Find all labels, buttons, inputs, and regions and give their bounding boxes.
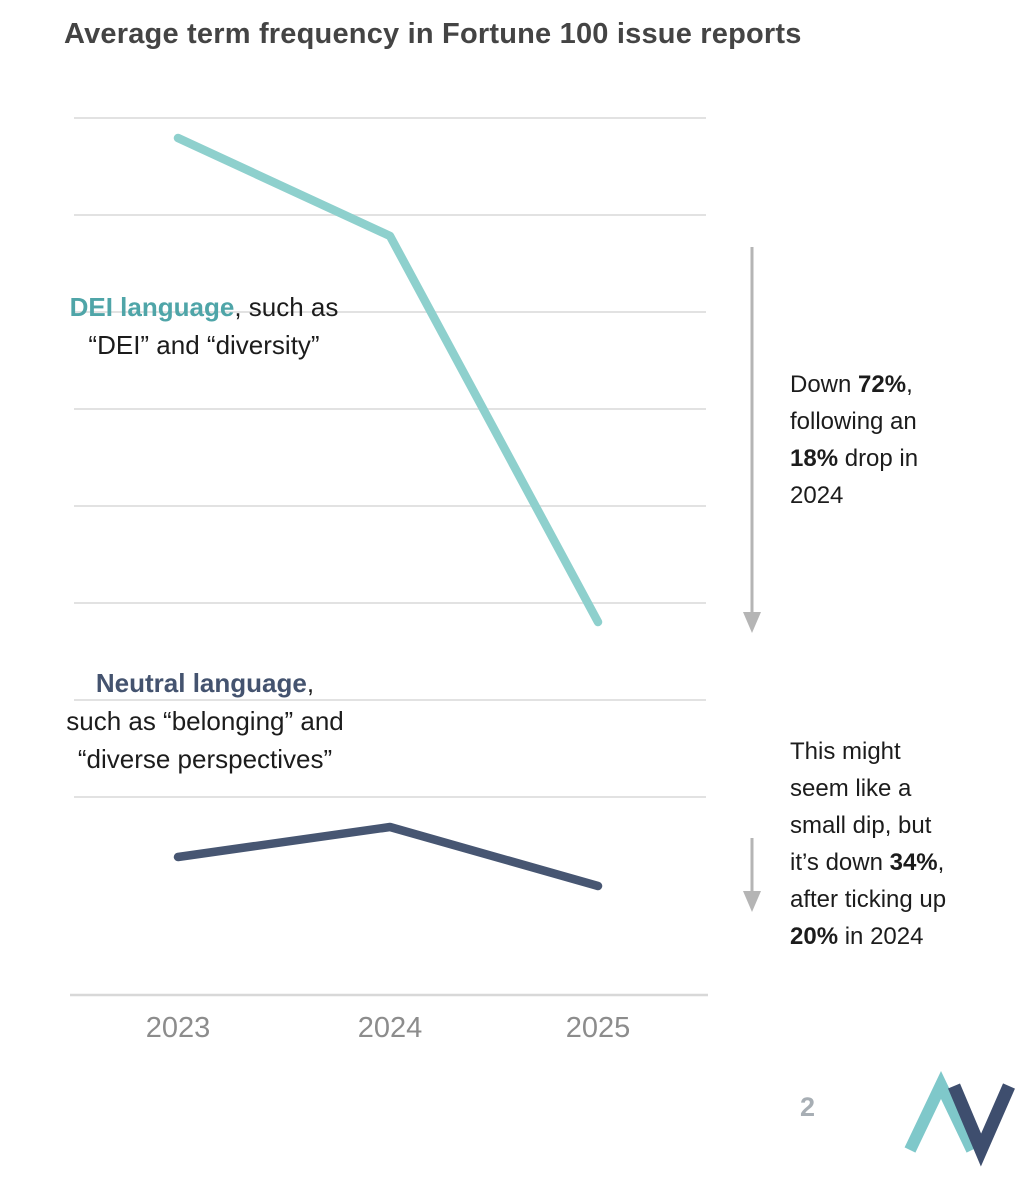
text-segment: 34% — [889, 849, 938, 876]
dei-annotation: Down 72%, following an 18% drop in 2024 — [790, 366, 980, 514]
text-segment: , such as “belonging” and “diverse persp… — [66, 668, 344, 774]
page-number: 2 — [800, 1092, 816, 1122]
neutral-dip-arrow-head — [743, 891, 761, 912]
text-segment: , following an — [790, 371, 917, 435]
text-segment: 18% — [790, 445, 839, 472]
x-tick-2024: 2024 — [357, 1012, 423, 1044]
dei-drop-arrow-icon — [743, 247, 761, 633]
neutral-dip-arrow-icon — [743, 838, 761, 912]
series-line-dei — [173, 133, 603, 627]
text-segment: DEI language — [69, 292, 235, 322]
x-tick-2025: 2025 — [565, 1012, 631, 1044]
neutral-annotation: This might seem like a small dip, but it… — [790, 733, 990, 955]
text-segment: Neutral language — [95, 668, 307, 698]
page-title: Average term frequency in Fortune 100 is… — [64, 18, 802, 50]
logo-navy-v-shape — [948, 1083, 1015, 1167]
logo-teal-a-shape — [904, 1071, 978, 1153]
text-segment: 20% — [790, 923, 839, 950]
x-tick-2023: 2023 — [145, 1012, 211, 1044]
text-segment: Down — [790, 371, 859, 398]
text-segment: , such as “DEI” and “diversity” — [88, 292, 339, 360]
series-line-neutral — [173, 822, 603, 891]
text-segment: 72% — [858, 371, 907, 398]
text-segment: in 2024 — [838, 923, 924, 950]
text-segment: This might seem like a small dip, but it… — [790, 738, 932, 876]
dei-drop-arrow-head — [743, 612, 761, 633]
text-segment: , after ticking up — [790, 849, 947, 913]
brand-logo-icon — [904, 1071, 1015, 1167]
neutral-series-label: Neutral language, such as “belonging” an… — [22, 664, 388, 778]
dei-series-label: DEI language, such as “DEI” and “diversi… — [28, 288, 380, 364]
text-segment: drop in 2024 — [790, 445, 919, 509]
